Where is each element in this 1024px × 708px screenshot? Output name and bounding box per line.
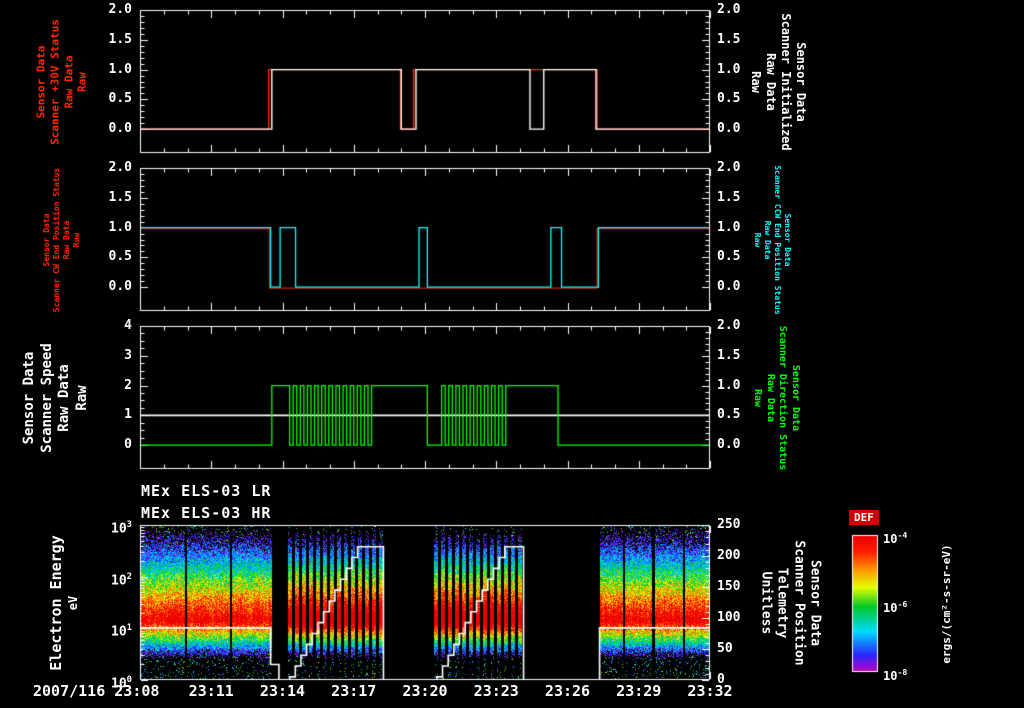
y-tick-label: 0.5 bbox=[108, 249, 132, 265]
y-tick-label: 101 bbox=[111, 623, 132, 640]
scanner-speed-panel-left-label: Sensor Data Scanner Speed Raw Data Raw bbox=[21, 342, 90, 453]
y-tick-label: 2 bbox=[124, 377, 132, 393]
els-spectrogram-panel-right-label: Sensor Data Scanner Position Telemetry Unit… bbox=[758, 539, 823, 666]
scanner-end-position-panel-left-label: Sensor Data Scanner CW End Position Statu… bbox=[42, 167, 81, 312]
scanner-30v-status-panel-right-label: Sensor Data Scanner Initialized Raw Data Ra… bbox=[749, 12, 808, 151]
y-tick-label: 2.0 bbox=[108, 160, 132, 175]
x-tick-label: 23:14 bbox=[259, 682, 306, 700]
scanner-end-position-panel-right-label: Sensor Data Scanner CCW End Position Stat… bbox=[753, 164, 792, 315]
y-tick-label: 103 bbox=[111, 520, 132, 537]
y-tick-label: 1.0 bbox=[717, 219, 741, 235]
y-tick-label: 1.0 bbox=[108, 61, 132, 77]
y-tick-label: 0.0 bbox=[108, 121, 132, 137]
y-tick-label: 1.5 bbox=[717, 31, 741, 47]
scanner-speed-panel-right-label: Sensor Data Scanner Direction Status Raw D… bbox=[752, 325, 802, 470]
y-tick-label: 2.0 bbox=[717, 2, 741, 17]
y-tick-label: 0 bbox=[717, 672, 725, 687]
scanner-30v-status-panel-left-label: Sensor Data Scanner +30V Status Raw Data Ra… bbox=[34, 18, 89, 145]
y-tick-label: 0.5 bbox=[717, 407, 741, 423]
y-tick-label: 1.5 bbox=[717, 189, 741, 205]
colorbar-tick-label: 10-4 bbox=[883, 530, 908, 546]
y-tick-label: 1.5 bbox=[717, 347, 741, 363]
y-tick-label: 1.0 bbox=[717, 377, 741, 393]
els-spectrogram-panel-left-label: Electron Energy eV bbox=[47, 534, 80, 671]
y-tick-label: 2.0 bbox=[717, 318, 741, 333]
y-tick-label: 100 bbox=[717, 610, 741, 625]
y-tick-label: 100 bbox=[111, 675, 132, 692]
x-tick-label: 23:26 bbox=[544, 682, 591, 700]
y-tick-label: 150 bbox=[717, 579, 741, 594]
y-tick-label: 4 bbox=[124, 318, 132, 333]
colorbar-def-label: DEF bbox=[849, 510, 879, 525]
y-tick-label: 1.5 bbox=[108, 189, 132, 205]
y-tick-label: 0.5 bbox=[717, 91, 741, 107]
x-tick-label: 23:11 bbox=[188, 682, 234, 700]
x-tick-label: 23:23 bbox=[473, 682, 519, 700]
y-tick-label: 0.0 bbox=[717, 437, 741, 453]
x-tick-label: 23:32 bbox=[687, 682, 733, 700]
y-tick-label: 1.0 bbox=[108, 219, 132, 235]
colorbar-tick-label: 10-8 bbox=[883, 667, 908, 683]
y-tick-label: 0.5 bbox=[108, 91, 132, 107]
y-tick-label: 1 bbox=[124, 407, 132, 423]
y-tick-label: 0.0 bbox=[717, 121, 741, 137]
y-tick-label: 1.5 bbox=[108, 31, 132, 47]
y-tick-label: 1.0 bbox=[717, 61, 741, 77]
y-tick-label: 0.5 bbox=[717, 249, 741, 265]
y-tick-label: 2.0 bbox=[717, 160, 741, 175]
y-tick-label: 3 bbox=[124, 347, 132, 363]
y-tick-label: 250 bbox=[717, 517, 741, 532]
y-tick-label: 2.0 bbox=[108, 2, 132, 17]
y-tick-label: 102 bbox=[111, 571, 132, 588]
spectrogram-title-lr: MEx ELS-03 LR bbox=[141, 482, 272, 500]
x-tick-label: 23:29 bbox=[616, 682, 662, 700]
y-tick-label: 50 bbox=[717, 641, 733, 656]
x-tick-label: 2007/116 23:08 bbox=[33, 682, 160, 700]
y-tick-label: 0 bbox=[124, 437, 132, 453]
y-tick-label: 0.0 bbox=[717, 279, 741, 295]
y-tick-label: 200 bbox=[717, 548, 741, 563]
x-tick-label: 23:17 bbox=[331, 682, 377, 700]
colorbar-tick-label: 10-6 bbox=[883, 598, 908, 615]
y-tick-label: 0.0 bbox=[108, 279, 132, 295]
colorbar-units-label: ergs/(cm²-s-sr-eV) bbox=[940, 543, 954, 664]
x-tick-label: 23:20 bbox=[402, 682, 448, 700]
spectrogram-title-hr: MEx ELS-03 HR bbox=[141, 504, 272, 522]
